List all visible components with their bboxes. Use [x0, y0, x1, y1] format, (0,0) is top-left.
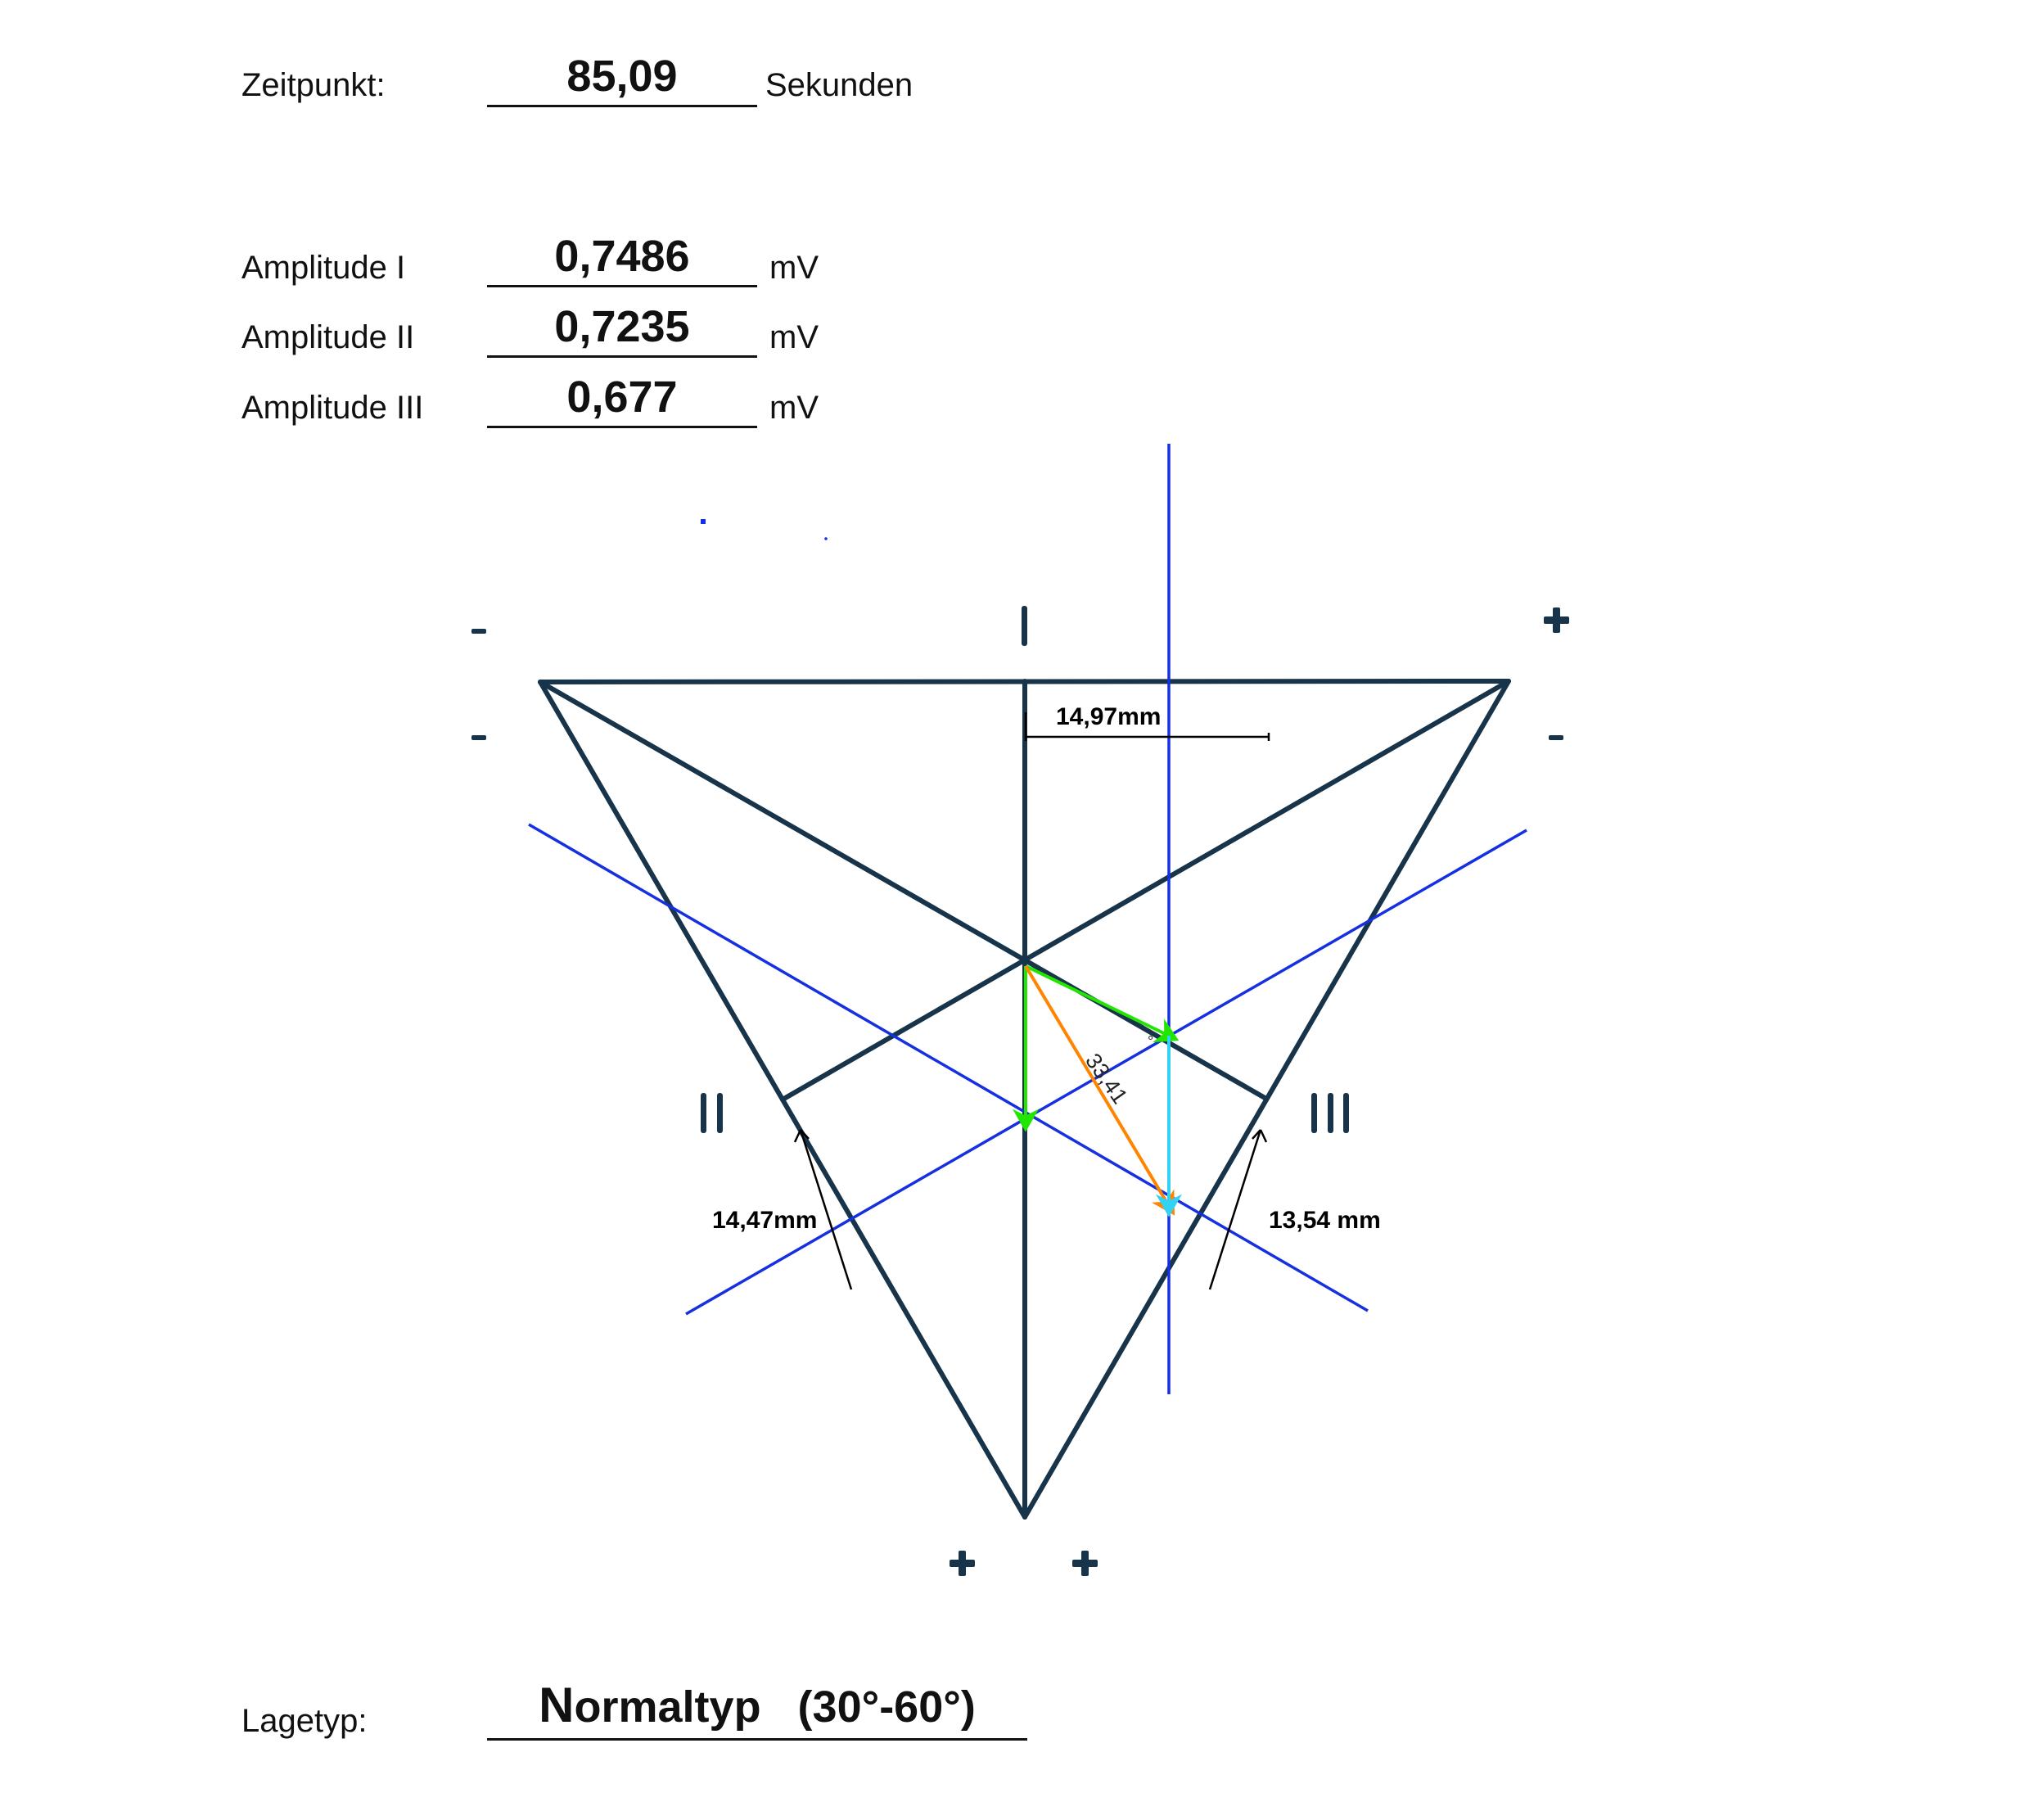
- svg-text:°: °: [1148, 1033, 1153, 1050]
- svg-text:13,54 mm: 13,54 mm: [1269, 1207, 1381, 1234]
- svg-text:33,41: 33,41: [1080, 1049, 1132, 1109]
- svg-text:14,97mm: 14,97mm: [1056, 703, 1161, 730]
- svg-text:14,47mm: 14,47mm: [712, 1207, 817, 1234]
